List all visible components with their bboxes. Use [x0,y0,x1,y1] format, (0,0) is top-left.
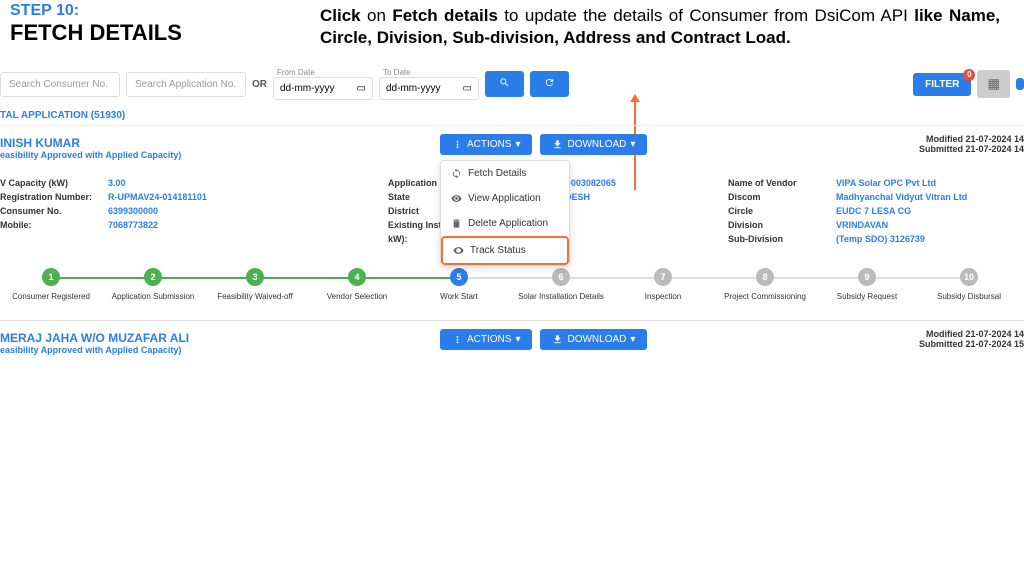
step-label: Project Commissioning [715,292,815,302]
refresh-button[interactable] [530,71,569,97]
field-label: V Capacity (kW) [0,178,100,188]
progress-step: 10 Subsidy Disbursal [918,268,1020,302]
card-timestamps: Modified 21-07-2024 14 Submitted 21-07-2… [919,329,1024,349]
step-label: Subsidy Disbursal [919,292,1019,302]
field-label: Division [728,220,828,230]
to-date-label: To Date [379,68,479,77]
applicant-name[interactable]: MERAJ JAHA W/O MUZAFAR ALI [0,331,189,345]
applicant-status: easibility Approved with Applied Capacit… [0,150,181,160]
field-label: Consumer No. [0,206,100,216]
progress-step: 2 Application Submission [102,268,204,302]
application-card: INISH KUMAR easibility Approved with App… [0,125,1024,320]
track-status-item[interactable]: Track Status [441,236,569,265]
field-value: 7068773822 [108,220,158,230]
download-button[interactable]: DOWNLOAD ▾ [540,134,647,155]
progress-step: 3 Feasibility Waived-off [204,268,306,302]
search-bar: Search Consumer No. Search Application N… [0,62,1024,106]
grid-view-button[interactable]: ▦ [977,70,1010,98]
search-button[interactable] [485,71,524,97]
more-button[interactable] [1016,78,1024,90]
step-label: Inspection [613,292,713,302]
application-card: MERAJ JAHA W/O MUZAFAR ALI easibility Ap… [0,320,1024,365]
search-application-input[interactable]: Search Application No. [126,72,246,97]
actions-dropdown: Fetch Details View Application Delete Ap… [440,160,570,266]
field-value: VIPA Solar OPC Pvt Ltd [836,178,936,188]
field-value: R-UPMAV24-014181101 [108,192,207,202]
field-value: VRINDAVAN [836,220,888,230]
progress-step: 6 Solar Installation Details [510,268,612,302]
from-date-input[interactable]: dd-mm-yyyy▭ [273,77,373,100]
card-timestamps: Modified 21-07-2024 14 Submitted 21-07-2… [919,134,1024,154]
actions-button[interactable]: ACTIONS ▾ [440,329,532,350]
step-circle: 1 [42,268,60,286]
field-label: Circle [728,206,828,216]
progress-step: 1 Consumer Registered [0,268,102,302]
field-label: Mobile: [0,220,100,230]
calendar-icon: ▭ [357,83,366,94]
field-value: (Temp SDO) 3126739 [836,234,925,244]
step-circle: 7 [654,268,672,286]
step-label: Feasibility Waived-off [205,292,305,302]
step-circle: 10 [960,268,978,286]
field-value: Madhyanchal Vidyut Vitran Ltd [836,192,967,202]
download-button[interactable]: DOWNLOAD ▾ [540,329,647,350]
field-value: 3.00 [108,178,126,188]
progress-tracker: 1 Consumer Registered 2 Application Submiss… [0,268,1024,302]
applicant-name[interactable]: INISH KUMAR [0,136,181,150]
step-label: Work Start [409,292,509,302]
step-circle: 5 [450,268,468,286]
delete-application-item[interactable]: Delete Application [441,211,569,236]
progress-step: 5 Work Start [408,268,510,302]
step-circle: 2 [144,268,162,286]
field-label: Sub-Division [728,234,828,244]
step-label: Solar Installation Details [511,292,611,302]
to-date-input[interactable]: dd-mm-yyyy▭ [379,77,479,100]
progress-step: 9 Subsidy Request [816,268,918,302]
actions-button[interactable]: ACTIONS ▾ [440,134,532,155]
field-label: Discom [728,192,828,202]
step-circle: 8 [756,268,774,286]
field-value: EUDC 7 LESA CG [836,206,911,216]
progress-step: 7 Inspection [612,268,714,302]
step-circle: 4 [348,268,366,286]
step-circle: 9 [858,268,876,286]
calendar-icon: ▭ [463,83,472,94]
filter-badge: 0 [963,69,975,81]
view-application-item[interactable]: View Application [441,186,569,211]
step-circle: 6 [552,268,570,286]
total-applications[interactable]: TAL APPLICATION (51930) [0,106,1024,125]
filter-button[interactable]: FILTER0 [913,73,971,96]
field-value: 6399300000 [108,206,158,216]
field-label: Name of Vendor [728,178,828,188]
step-circle: 3 [246,268,264,286]
search-consumer-input[interactable]: Search Consumer No. [0,72,120,97]
applicant-status: easibility Approved with Applied Capacit… [0,345,189,355]
step-label: Subsidy Request [817,292,917,302]
progress-step: 4 Vendor Selection [306,268,408,302]
step-label: Consumer Registered [1,292,101,302]
fetch-details-item[interactable]: Fetch Details [441,161,569,186]
step-label: Application Submission [103,292,203,302]
step-label: Vendor Selection [307,292,407,302]
field-label: Registration Number: [0,192,100,202]
instruction-text: Click on Fetch details to update the det… [320,5,1000,49]
progress-step: 8 Project Commissioning [714,268,816,302]
from-date-label: From Date [273,68,373,77]
or-label: OR [252,79,267,90]
